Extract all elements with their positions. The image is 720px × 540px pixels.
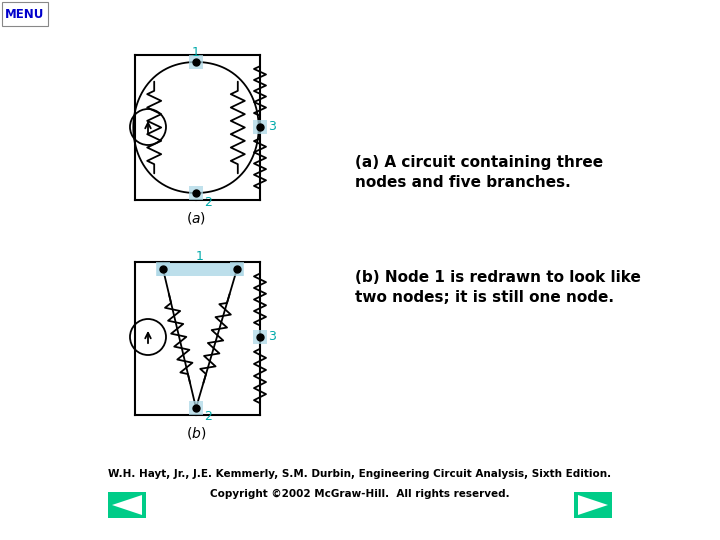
Polygon shape — [112, 495, 142, 515]
Text: Copyright ©2002 McGraw-Hill.  All rights reserved.: Copyright ©2002 McGraw-Hill. All rights … — [210, 489, 510, 499]
Text: $(b)$: $(b)$ — [186, 425, 206, 441]
Text: MENU: MENU — [5, 8, 45, 21]
Polygon shape — [578, 495, 608, 515]
Text: $(a)$: $(a)$ — [186, 210, 206, 226]
FancyBboxPatch shape — [230, 262, 244, 276]
FancyBboxPatch shape — [253, 330, 267, 344]
FancyBboxPatch shape — [157, 262, 243, 276]
Text: 2: 2 — [204, 410, 212, 423]
Text: 3: 3 — [268, 330, 276, 343]
Text: 3: 3 — [268, 120, 276, 133]
Text: 1: 1 — [196, 251, 204, 264]
Text: (a) A circuit containing three
nodes and five branches.: (a) A circuit containing three nodes and… — [355, 155, 603, 190]
Text: (b) Node 1 is redrawn to look like
two nodes; it is still one node.: (b) Node 1 is redrawn to look like two n… — [355, 270, 641, 305]
Text: 1: 1 — [192, 45, 200, 58]
FancyBboxPatch shape — [2, 2, 48, 26]
FancyBboxPatch shape — [189, 186, 203, 200]
FancyBboxPatch shape — [189, 55, 203, 69]
FancyBboxPatch shape — [156, 262, 170, 276]
Text: 2: 2 — [204, 195, 212, 208]
FancyBboxPatch shape — [253, 120, 267, 134]
FancyBboxPatch shape — [108, 492, 146, 518]
Text: W.H. Hayt, Jr., J.E. Kemmerly, S.M. Durbin, Engineering Circuit Analysis, Sixth : W.H. Hayt, Jr., J.E. Kemmerly, S.M. Durb… — [109, 469, 611, 479]
FancyBboxPatch shape — [189, 401, 203, 415]
FancyBboxPatch shape — [574, 492, 612, 518]
